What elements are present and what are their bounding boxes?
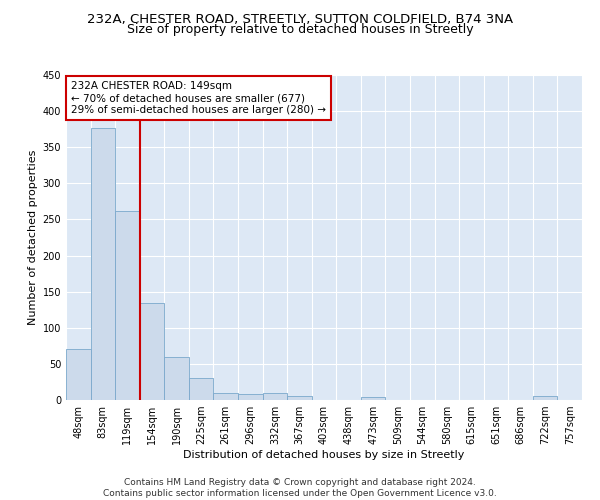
Bar [533, 396, 557, 400]
Text: Contains HM Land Registry data © Crown copyright and database right 2024.
Contai: Contains HM Land Registry data © Crown c… [103, 478, 497, 498]
Bar [115, 211, 140, 400]
Bar [91, 128, 115, 400]
Bar [66, 350, 91, 400]
Bar [361, 397, 385, 400]
Bar [164, 358, 189, 400]
Text: 232A CHESTER ROAD: 149sqm
← 70% of detached houses are smaller (677)
29% of semi: 232A CHESTER ROAD: 149sqm ← 70% of detac… [71, 82, 326, 114]
X-axis label: Distribution of detached houses by size in Streetly: Distribution of detached houses by size … [184, 450, 464, 460]
Bar [238, 394, 263, 400]
Y-axis label: Number of detached properties: Number of detached properties [28, 150, 38, 325]
Bar [263, 393, 287, 400]
Text: Size of property relative to detached houses in Streetly: Size of property relative to detached ho… [127, 22, 473, 36]
Text: 232A, CHESTER ROAD, STREETLY, SUTTON COLDFIELD, B74 3NA: 232A, CHESTER ROAD, STREETLY, SUTTON COL… [87, 12, 513, 26]
Bar [287, 396, 312, 400]
Bar [140, 302, 164, 400]
Bar [189, 378, 214, 400]
Bar [214, 393, 238, 400]
